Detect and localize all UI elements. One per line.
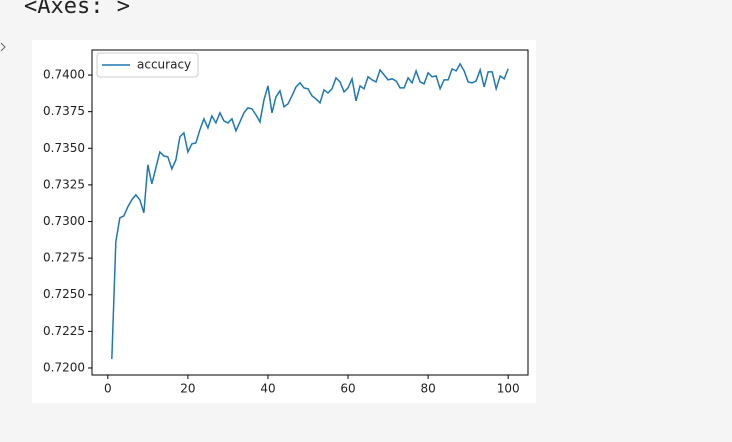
- legend-box: [96, 52, 199, 78]
- x-tick-label: 80: [420, 382, 435, 396]
- output-text: <Axes: >: [24, 0, 130, 19]
- data-line: [111, 62, 509, 360]
- x-tick-label: 0: [104, 382, 112, 396]
- y-tick-label: 0.7400: [43, 68, 85, 82]
- x-tick-label: 60: [340, 382, 355, 396]
- y-tick-label: 0.7375: [43, 104, 85, 118]
- y-tick-label: 0.7250: [43, 287, 85, 301]
- legend-label: accuracy: [137, 58, 191, 72]
- y-tick-label: 0.7300: [43, 214, 85, 228]
- y-tick-label: 0.7225: [43, 324, 85, 338]
- axes-frame: [91, 49, 529, 376]
- y-tick-label: 0.7325: [43, 177, 85, 191]
- collapse-caret[interactable]: [0, 40, 10, 54]
- y-tick-label: 0.7200: [43, 360, 85, 374]
- chart: 0.7200 0.7225 0.7250 0.7275 0.7300 0.7325 0.73…: [32, 40, 536, 403]
- y-tick-label: 0.7275: [43, 251, 85, 265]
- y-tick-label: 0.7350: [43, 141, 85, 155]
- x-tick-label: 20: [180, 382, 195, 396]
- x-tick-label: 40: [260, 382, 275, 396]
- x-tick-label: 100: [497, 382, 520, 396]
